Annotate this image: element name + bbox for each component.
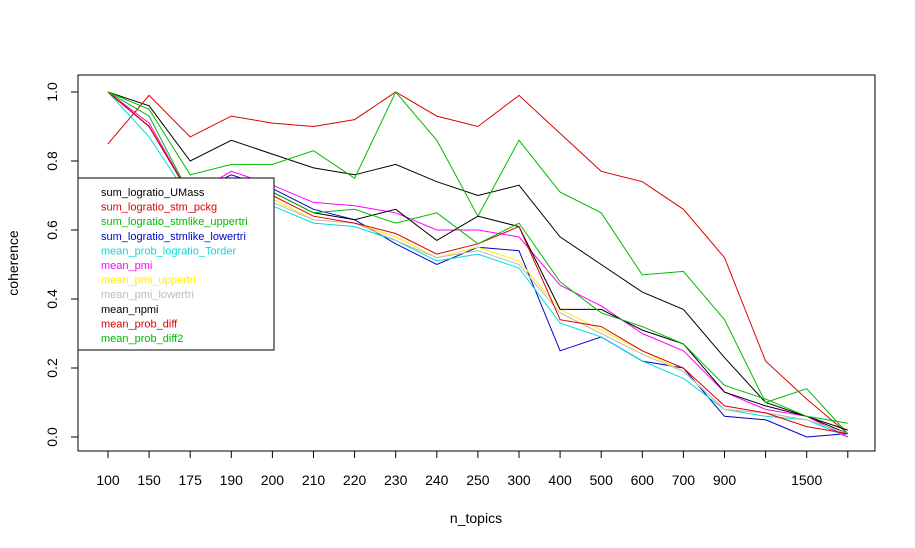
legend-box (77, 177, 275, 351)
y-tick-label-5: 1.0 (44, 82, 60, 102)
x-tick-label-13: 600 (631, 472, 655, 488)
x-tick-label-10: 300 (507, 472, 531, 488)
y-axis-title: coherence (5, 230, 21, 296)
x-tick-label-3: 190 (220, 472, 244, 488)
y-tick-label-4: 0.8 (44, 151, 60, 171)
x-tick-label-6: 220 (343, 472, 367, 488)
x-tick-label-1: 150 (137, 472, 161, 488)
x-tick-label-9: 250 (466, 472, 490, 488)
y-tick-label-1: 0.2 (44, 358, 60, 378)
y-axis: 0.0 0.2 0.4 0.6 0.8 1.0 (44, 82, 79, 447)
x-axis: 100 150 175 190 200 210 220 230 240 250 300 400 500 6… (96, 450, 849, 488)
x-tick-label-12: 500 (590, 472, 614, 488)
legend-entry-7: mean_pmi_lowertri (101, 289, 194, 301)
legend-entry-4: mean_prob_logratio_Torder (101, 245, 236, 257)
x-axis-title: n_topics (450, 510, 502, 526)
y-tick-label-3: 0.6 (44, 220, 60, 240)
x-tick-label-11: 400 (548, 472, 572, 488)
x-tick-label-7: 230 (384, 472, 408, 488)
x-tick-label-4: 200 (261, 472, 285, 488)
y-tick-label-0: 0.0 (44, 427, 60, 447)
legend-entry-1: sum_logratio_stm_pckg (101, 202, 217, 214)
series-line-1 (107, 91, 849, 434)
x-tick-label-8: 240 (425, 472, 449, 488)
legend-entry-6: mean_pmi_uppertri (101, 275, 196, 287)
legend-entry-3: sum_logratio_stmlike_lowertri (101, 231, 246, 243)
series-line-0 (107, 91, 848, 435)
legend: sum_logratio_UMass sum_logratio_stm_pckgs… (77, 177, 275, 351)
legend-entry-10: mean_prob_diff2 (101, 333, 183, 345)
legend-entry-8: mean_npmi (101, 304, 158, 316)
legend-entry-5: mean_pmi (101, 260, 152, 272)
x-tick-label-0: 100 (96, 472, 120, 488)
legend-entry-2: sum_logratio_stmlike_uppertri (101, 216, 248, 228)
x-tick-label-14: 700 (672, 472, 696, 488)
x-tick-label-5: 210 (302, 472, 326, 488)
x-tick-label-17: 1500 (791, 472, 822, 488)
y-tick-label-2: 0.4 (44, 289, 60, 309)
x-tick-label-15: 900 (713, 472, 737, 488)
legend-entry-0: sum_logratio_UMass (101, 187, 205, 199)
x-tick-label-2: 175 (179, 472, 203, 488)
legend-entry-9: mean_prob_diff (101, 318, 178, 330)
